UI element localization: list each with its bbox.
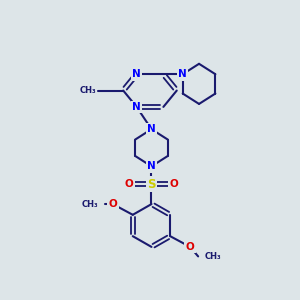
- Text: S: S: [147, 178, 156, 191]
- Text: N: N: [178, 69, 187, 79]
- Text: CH₃: CH₃: [81, 200, 98, 208]
- Text: CH₃: CH₃: [80, 86, 97, 95]
- Text: N: N: [147, 124, 156, 134]
- Text: N: N: [147, 161, 156, 171]
- Text: O: O: [109, 199, 117, 209]
- Text: O: O: [186, 242, 194, 252]
- Text: N: N: [132, 102, 141, 112]
- Text: O: O: [125, 179, 134, 189]
- Text: N: N: [132, 69, 141, 79]
- Text: CH₃: CH₃: [205, 252, 222, 261]
- Text: O: O: [169, 179, 178, 189]
